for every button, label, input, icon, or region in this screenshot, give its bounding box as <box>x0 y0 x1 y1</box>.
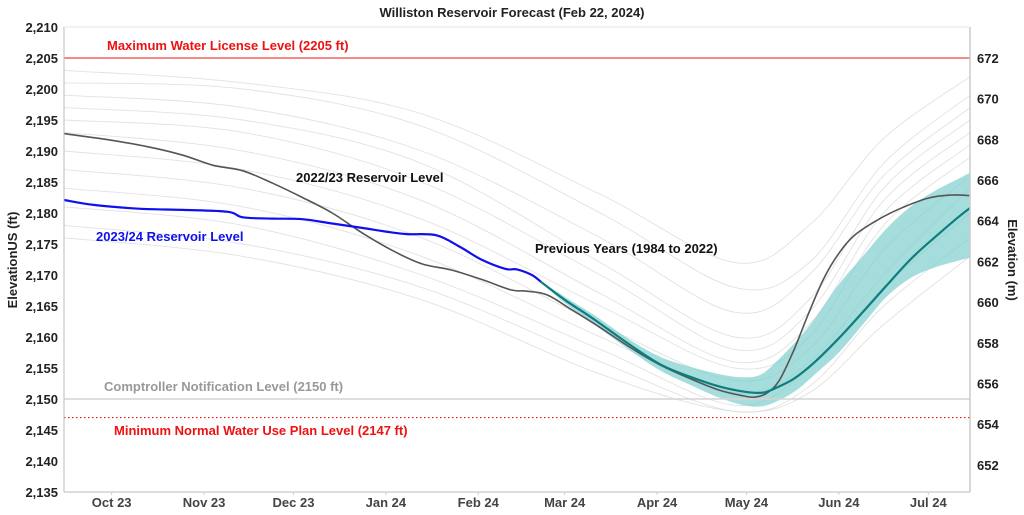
left-axis-label: ElevationUS (ft) <box>5 212 20 309</box>
y-tick-label: 2,160 <box>25 330 58 345</box>
chart-title: Williston Reservoir Forecast (Feb 22, 20… <box>379 5 644 20</box>
forecast-median-line <box>540 207 971 395</box>
y-tick-label: 2,190 <box>25 144 58 159</box>
x-tick-label: Dec 23 <box>273 495 315 510</box>
right-axis-label: Elevation (m) <box>1005 219 1020 301</box>
x-tick-label: May 24 <box>725 495 769 510</box>
previous-year-trace <box>63 69 971 264</box>
label-2023-24: 2023/24 Reservoir Level <box>96 229 243 244</box>
reference-lines <box>64 57 970 419</box>
y-tick-label-right: 672 <box>977 51 999 66</box>
x-tick-label: Oct 23 <box>92 495 132 510</box>
y-tick-label-right: 652 <box>977 458 999 473</box>
previous-year-trace <box>63 224 971 413</box>
right-y-tick-labels: 652 654 656 658 660 662 664 666 668 670 672 <box>977 51 999 473</box>
x-tick-labels: Oct 23 Nov 23 Dec 23 Jan 24 Feb 24 Mar 24 Apr … <box>92 492 948 510</box>
y-tick-label: 2,150 <box>25 392 58 407</box>
y-tick-label-right: 668 <box>977 132 999 147</box>
min-wup-label: Minimum Normal Water Use Plan Level (214… <box>114 423 408 438</box>
previous-year-trace <box>63 131 971 364</box>
y-tick-label: 2,180 <box>25 206 58 221</box>
y-tick-label: 2,210 <box>25 20 58 35</box>
label-previous-years: Previous Years (1984 to 2022) <box>535 241 718 256</box>
previous-year-trace <box>63 237 971 413</box>
previous-year-trace <box>63 82 971 291</box>
y-tick-label: 2,205 <box>25 51 58 66</box>
x-tick-label: Feb 24 <box>458 495 500 510</box>
y-tick-label: 2,145 <box>25 423 58 438</box>
y-tick-label-right: 660 <box>977 295 999 310</box>
x-tick-label: Nov 23 <box>183 495 226 510</box>
max-license-label: Maximum Water License Level (2205 ft) <box>107 38 349 53</box>
series-2023-24-line <box>63 198 542 283</box>
left-y-tick-labels: 2,135 2,140 2,145 2,150 2,155 2,160 2,165 2,170… <box>25 20 58 500</box>
y-tick-label-right: 666 <box>977 173 999 188</box>
series-2022-23-line <box>63 132 971 399</box>
x-tick-label: Jun 24 <box>818 495 860 510</box>
y-tick-label: 2,175 <box>25 237 58 252</box>
y-tick-label-right: 656 <box>977 376 999 391</box>
y-tick-label: 2,170 <box>25 268 58 283</box>
x-tick-label: Apr 24 <box>637 495 678 510</box>
y-tick-label: 2,155 <box>25 361 58 376</box>
y-tick-label: 2,140 <box>25 454 58 469</box>
comptroller-label: Comptroller Notification Level (2150 ft) <box>104 379 343 394</box>
y-tick-label: 2,185 <box>25 175 58 190</box>
x-tick-label: Jan 24 <box>366 495 407 510</box>
y-tick-label-right: 662 <box>977 254 999 269</box>
x-tick-label: Mar 24 <box>544 495 586 510</box>
y-tick-label: 2,195 <box>25 113 58 128</box>
y-tick-label: 2,165 <box>25 299 58 314</box>
y-tick-label: 2,135 <box>25 485 58 500</box>
previous-year-trace <box>63 107 971 339</box>
y-tick-label-right: 658 <box>977 336 999 351</box>
label-2022-23: 2022/23 Reservoir Level <box>296 170 443 185</box>
y-tick-label-right: 670 <box>977 92 999 107</box>
series-lines <box>63 132 971 399</box>
y-tick-label-right: 654 <box>977 417 999 432</box>
previous-year-trace <box>63 150 971 370</box>
previous-year-trace <box>63 94 971 314</box>
y-tick-label-right: 664 <box>977 214 999 229</box>
y-tick-label: 2,200 <box>25 82 58 97</box>
x-tick-label: Jul 24 <box>910 495 948 510</box>
